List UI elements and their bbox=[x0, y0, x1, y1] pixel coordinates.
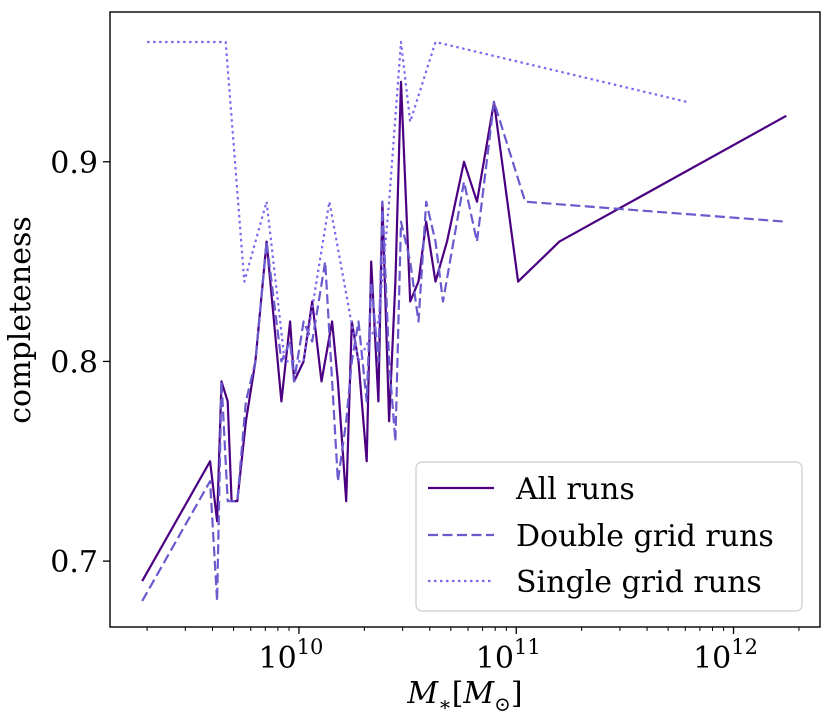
legend-label-single-grid-runs: Single grid runs bbox=[516, 565, 762, 600]
chart: 1010 1011 1012 0.70.80.9 completeness M∗[M… bbox=[0, 0, 830, 719]
y-tick-label: 0.8 bbox=[50, 345, 98, 380]
y-tick-label: 0.7 bbox=[50, 545, 98, 580]
legend-label-all-runs: All runs bbox=[515, 472, 635, 507]
legend: All runs Double grid runs Single grid ru… bbox=[416, 462, 802, 611]
legend-label-double-grid-runs: Double grid runs bbox=[516, 519, 774, 554]
y-tick-label: 0.9 bbox=[50, 146, 98, 181]
y-axis-label: completeness bbox=[3, 216, 38, 424]
